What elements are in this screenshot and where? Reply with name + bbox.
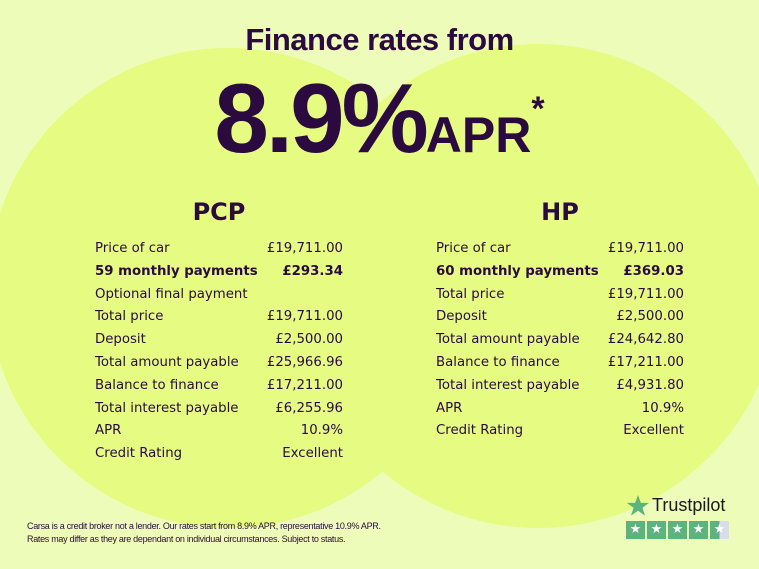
rating-star-icon: ★	[689, 521, 708, 539]
row-label: Credit Rating	[95, 446, 183, 462]
row-value: £19,711.00	[607, 286, 684, 302]
table-row: Credit Rating Excellent	[436, 420, 684, 443]
row-label: Balance to finance	[436, 354, 560, 370]
table-row: APR 10.9%	[436, 398, 684, 421]
row-label: Total interest payable	[95, 400, 239, 416]
table-row: Total interest payable £6,255.96	[95, 398, 343, 421]
row-label: Balance to finance	[95, 377, 219, 393]
row-value: £2,500.00	[275, 332, 343, 348]
table-row: Total price £19,711.00	[95, 306, 343, 329]
row-value: Excellent	[282, 446, 343, 462]
apr-label: APR	[425, 107, 532, 163]
row-value: £2,500.00	[616, 309, 684, 325]
headline-title: Finance rates from	[245, 22, 514, 57]
table-row: Optional final payment	[95, 284, 343, 307]
row-label: Credit Rating	[436, 423, 524, 439]
row-label: Price of car	[436, 241, 511, 256]
pcp-heading: PCP	[192, 198, 246, 226]
table-row: 60 monthly payments £369.03	[436, 261, 684, 284]
table-row: Total amount payable £25,966.96	[95, 352, 343, 375]
table-row: Balance to finance £17,211.00	[436, 352, 684, 375]
rating-star-icon: ★	[647, 521, 666, 539]
row-label: Price of car	[95, 241, 170, 256]
trustpilot-badge: Trustpilot ★ ★ ★ ★ ★	[626, 494, 729, 539]
row-label: Deposit	[95, 332, 146, 348]
row-label: Total amount payable	[436, 332, 580, 348]
table-row: Deposit £2,500.00	[95, 329, 343, 352]
row-value: £19,711.00	[266, 241, 343, 256]
row-label: Total price	[436, 286, 505, 302]
row-value: £17,211.00	[266, 377, 343, 393]
star-icon	[626, 494, 650, 516]
table-row: 59 monthly payments £293.34	[95, 261, 343, 284]
rating-star-icon: ★	[626, 521, 645, 539]
row-label: Total price	[95, 309, 164, 325]
disclaimer-line-2: Rates may differ as they are dependant o…	[27, 534, 346, 544]
rating-star-icon: ★	[668, 521, 687, 539]
row-value: £6,255.96	[275, 400, 343, 416]
row-value: £24,642.80	[607, 332, 684, 348]
table-row: Total interest payable £4,931.80	[436, 375, 684, 398]
row-label: 60 monthly payments	[436, 263, 599, 279]
row-label: Deposit	[436, 309, 487, 325]
rate-value: 8.9%	[214, 63, 428, 173]
row-value: £369.03	[623, 263, 684, 279]
row-label: 59 monthly payments	[95, 263, 258, 279]
pcp-table: PCP Price of car £19,711.00 59 monthly pay…	[95, 198, 343, 466]
right-circle-decoration	[296, 44, 759, 528]
row-value: £19,711.00	[266, 309, 343, 325]
row-label: APR	[95, 423, 122, 439]
table-row: Price of car £19,711.00	[436, 238, 684, 261]
table-row: Balance to finance £17,211.00	[95, 375, 343, 398]
row-value: Excellent	[623, 423, 684, 439]
row-value: £4,931.80	[616, 377, 684, 393]
row-value: 10.9%	[641, 400, 684, 416]
row-value: £19,711.00	[607, 241, 684, 256]
row-value: £293.34	[282, 263, 343, 279]
disclaimer: Carsa is a credit broker not a lender. O…	[27, 520, 381, 546]
pcp-rows: Price of car £19,711.00 59 monthly payment…	[95, 238, 343, 466]
table-row: Total amount payable £24,642.80	[436, 329, 684, 352]
table-row: APR 10.9%	[95, 420, 343, 443]
headline-rate: 8.9%APR*	[0, 62, 759, 175]
row-value: £17,211.00	[607, 354, 684, 370]
row-value: £25,966.96	[266, 354, 343, 370]
row-label: Total amount payable	[95, 354, 239, 370]
row-label: Total interest payable	[436, 377, 580, 393]
table-row: Credit Rating Excellent	[95, 443, 343, 466]
row-label: APR	[436, 400, 463, 416]
table-row: Total price £19,711.00	[436, 284, 684, 307]
table-row: Price of car £19,711.00	[95, 238, 343, 261]
row-value: 10.9%	[300, 423, 343, 439]
asterisk: *	[531, 90, 545, 128]
trustpilot-rating: ★ ★ ★ ★ ★	[626, 521, 729, 539]
hp-rows: Price of car £19,711.00 60 monthly payment…	[436, 238, 684, 443]
disclaimer-line-1: Carsa is a credit broker not a lender. O…	[27, 521, 381, 531]
hp-table: HP Price of car £19,711.00 60 monthly paym…	[436, 198, 684, 443]
hp-heading: HP	[541, 198, 579, 226]
table-row: Deposit £2,500.00	[436, 306, 684, 329]
trustpilot-name: Trustpilot	[652, 495, 726, 515]
row-label: Optional final payment	[95, 286, 248, 302]
rating-half-star-icon: ★	[710, 521, 729, 539]
